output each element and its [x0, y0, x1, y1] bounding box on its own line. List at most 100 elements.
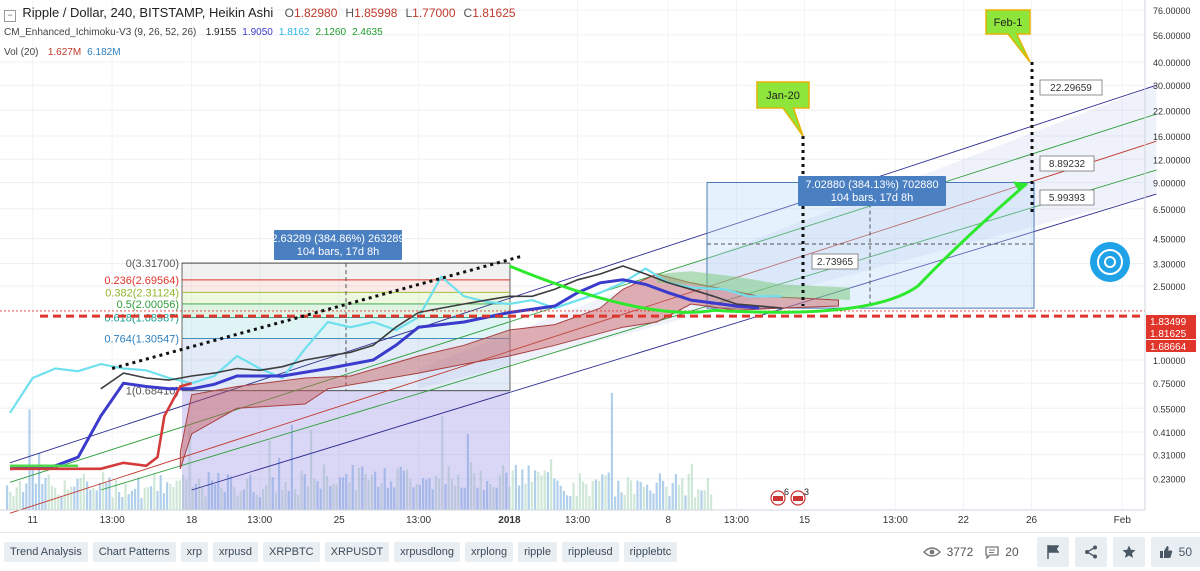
- volume-bar: [658, 473, 661, 510]
- volume-bar: [76, 478, 79, 510]
- volume-bar: [118, 492, 121, 510]
- tag-7[interactable]: xrplong: [465, 542, 514, 562]
- volume-bar: [406, 469, 409, 510]
- volume-bar: [642, 486, 645, 510]
- ohlc-key: C: [463, 6, 473, 20]
- volume-bar: [15, 487, 18, 510]
- volume-bar: [351, 465, 354, 510]
- ohlc-o: O1.82980: [285, 6, 338, 20]
- volume-bar: [201, 486, 204, 510]
- volume-bar: [194, 483, 197, 510]
- volume-bar: [335, 484, 338, 510]
- tag-8[interactable]: ripple: [518, 542, 557, 562]
- tag-5[interactable]: XRPUSDT: [324, 542, 390, 562]
- volume-bar: [546, 472, 549, 510]
- fib-label: 0.764(1.30547): [104, 333, 179, 345]
- volume-bar: [95, 490, 98, 510]
- volume-bar: [409, 478, 412, 510]
- volume-bar: [210, 480, 213, 510]
- flag-button[interactable]: [1036, 537, 1069, 567]
- price-chart[interactable]: 0(3.31700)0.236(2.69564)0.382(2.31124)0.…: [0, 0, 1200, 530]
- ohlc-key: O: [284, 6, 294, 20]
- callout-label: Feb-1: [994, 17, 1023, 29]
- volume-bar: [223, 491, 226, 510]
- ichimoku-value: 1.8162: [278, 27, 310, 38]
- volume-bar: [556, 480, 559, 510]
- volume-bar: [262, 489, 265, 510]
- ohlc-key: L: [405, 6, 413, 20]
- x-tick-label: 8: [666, 515, 672, 526]
- event-badge-count: 6: [784, 487, 789, 497]
- ohlc-values: O1.82980 H1.85998 L1.77000 C1.81625: [277, 6, 516, 20]
- volume-bar: [150, 486, 153, 510]
- chart-area[interactable]: 0(3.31700) 0.236(2.69564) 0.382(2.31124) 0.…: [0, 0, 1200, 530]
- volume-bar: [306, 486, 309, 510]
- x-tick-label: 25: [334, 515, 346, 526]
- views-count: 3772: [922, 545, 974, 559]
- volume-bar: [607, 472, 610, 510]
- volume-bar: [121, 497, 124, 510]
- volume-bar: [534, 470, 537, 510]
- channel-line: [9, 84, 1157, 464]
- measure-tooltip-line2: 104 bars, 17d 8h: [297, 246, 380, 258]
- thumbs-up-icon: [1159, 546, 1172, 558]
- price-label-box: [1146, 315, 1196, 327]
- volume-bar: [479, 470, 482, 510]
- share-icon: [1084, 545, 1097, 559]
- volume-bar: [697, 489, 700, 510]
- volume-bar: [450, 479, 453, 510]
- volume-bar: [294, 489, 297, 510]
- tag-6[interactable]: xrpusdlong: [394, 542, 460, 562]
- x-tick-label: 2018: [498, 515, 521, 526]
- tag-2[interactable]: xrp: [180, 542, 208, 562]
- volume-bar: [601, 474, 604, 510]
- volume-bar: [214, 484, 217, 510]
- ohlc-h: H1.85998: [345, 6, 397, 20]
- volume-bar: [684, 495, 687, 510]
- tag-4[interactable]: XRPBTC: [262, 542, 320, 562]
- ichimoku-value: 1.9050: [242, 27, 273, 38]
- volume-bar: [466, 433, 469, 510]
- y-tick-label: 22.00000: [1153, 106, 1191, 116]
- volume-bar: [447, 466, 450, 510]
- volume-bar: [297, 494, 300, 510]
- y-tick-label: 2.50000: [1153, 282, 1186, 292]
- ichimoku-value: 2.1260: [315, 27, 347, 38]
- volume-bar: [703, 490, 706, 510]
- views-value: 3772: [946, 545, 974, 559]
- volume-bar: [492, 486, 495, 510]
- tag-10[interactable]: ripplebtc: [623, 542, 678, 562]
- volume-bar: [508, 486, 511, 510]
- tag-1[interactable]: Chart Patterns: [92, 542, 176, 562]
- volume-bar: [57, 494, 60, 510]
- favorite-button[interactable]: [1112, 537, 1145, 567]
- volume-bar: [338, 477, 341, 510]
- comments-count[interactable]: 20: [985, 545, 1019, 559]
- tag-0[interactable]: Trend Analysis: [4, 542, 88, 562]
- volume-bar: [281, 489, 284, 510]
- volume-bar: [18, 480, 21, 510]
- y-tick-label: 3.30000: [1153, 260, 1186, 270]
- collapse-icon[interactable]: −: [4, 10, 16, 22]
- x-tick-label: 13:00: [883, 515, 908, 526]
- volume-bar: [6, 485, 9, 510]
- y-tick-label: 1.00000: [1153, 356, 1186, 366]
- volume-label[interactable]: Vol (20): [4, 47, 39, 58]
- like-button[interactable]: 50: [1150, 537, 1200, 567]
- volume-bar: [258, 497, 261, 510]
- volume-bar: [665, 486, 668, 510]
- volume-bar: [646, 484, 649, 510]
- volume-bar: [383, 468, 386, 510]
- volume-bar: [322, 464, 325, 510]
- price-label: 1.83499: [1150, 317, 1187, 328]
- ichimoku-label[interactable]: CM_Enhanced_Ichimoku-V3 (9, 26, 52, 26): [4, 27, 197, 38]
- volume-bar: [514, 464, 517, 510]
- share-button[interactable]: [1074, 537, 1107, 567]
- tag-3[interactable]: xrpusd: [212, 542, 258, 562]
- volume-bar: [425, 479, 428, 510]
- volume-bar: [137, 477, 140, 510]
- tag-9[interactable]: rippleusd: [561, 542, 619, 562]
- volume-bar: [358, 467, 361, 510]
- volume-bar: [82, 473, 85, 510]
